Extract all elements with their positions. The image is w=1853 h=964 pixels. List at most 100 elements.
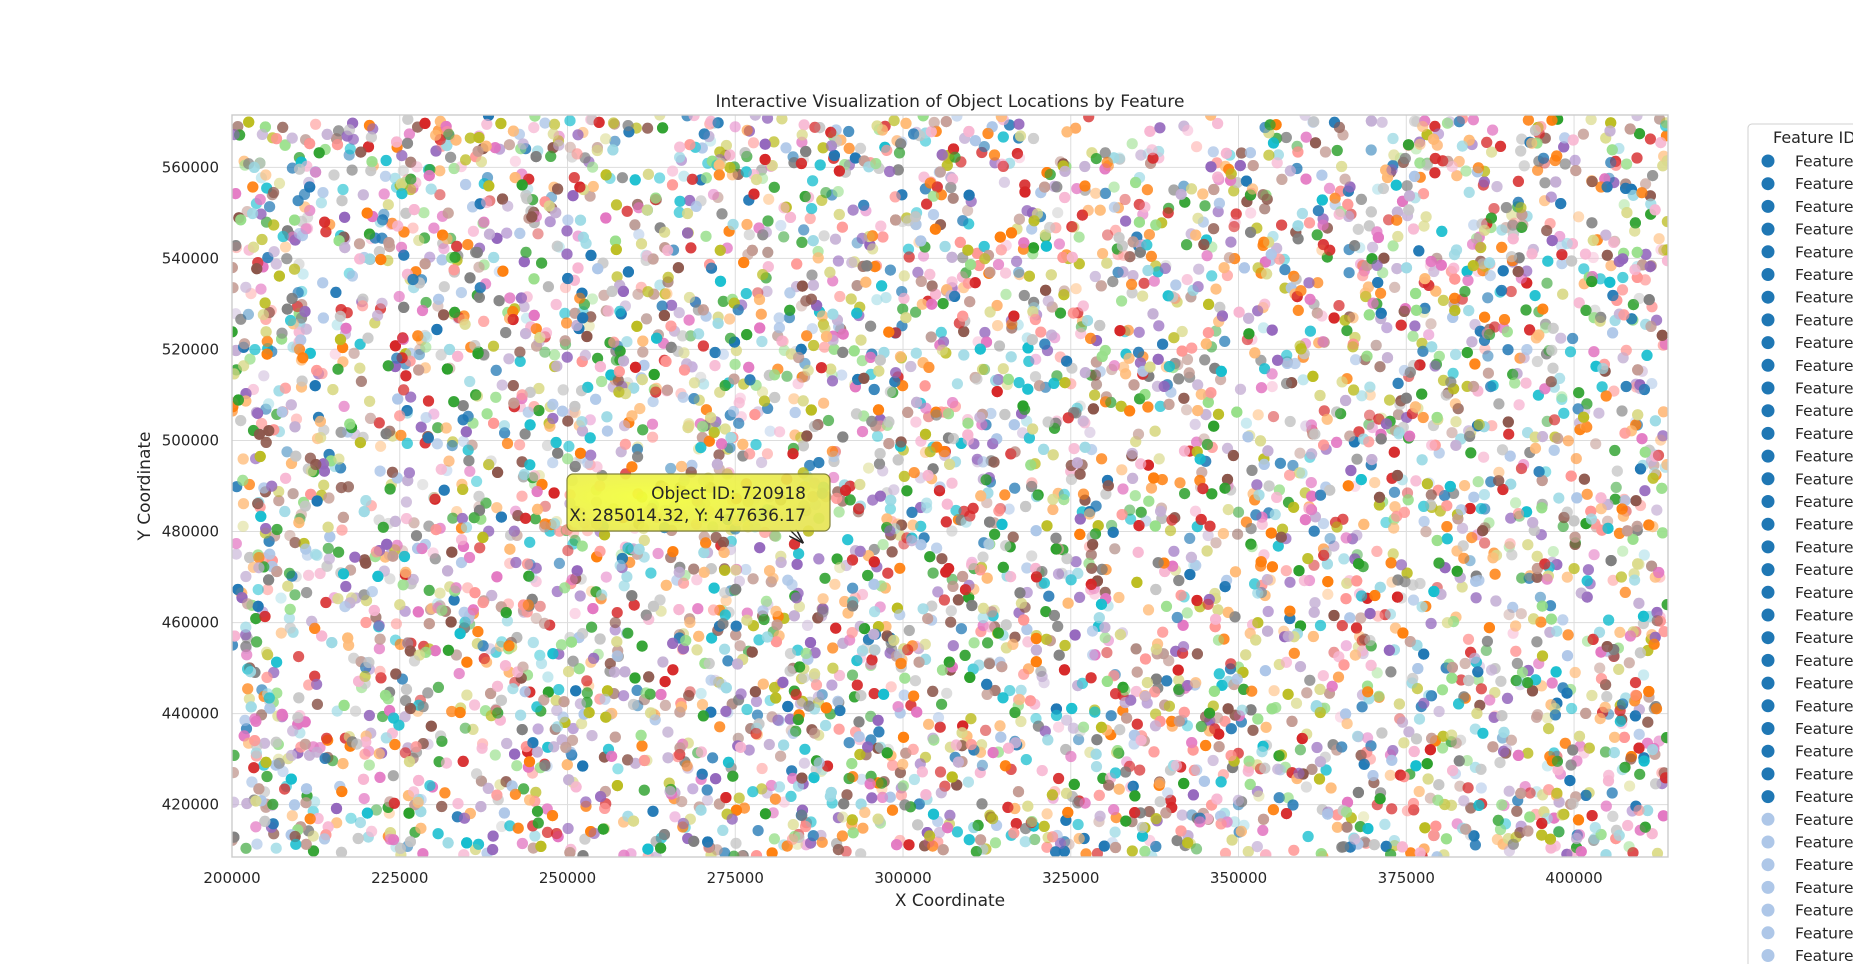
scatter-point <box>724 313 736 325</box>
scatter-point <box>1478 451 1490 463</box>
scatter-point <box>331 817 343 829</box>
scatter-point <box>1252 409 1264 421</box>
scatter-point <box>1566 702 1578 715</box>
scatter-point <box>423 584 435 597</box>
scatter-point <box>1456 581 1468 593</box>
scatter-point <box>646 418 659 430</box>
scatter-point <box>303 569 315 581</box>
scatter-point <box>992 320 1004 332</box>
scatter-point <box>471 475 483 487</box>
scatter-point <box>1417 411 1429 424</box>
scatter-point <box>632 288 644 300</box>
scatter-point <box>707 752 719 764</box>
scatter-point <box>804 212 816 225</box>
scatter-point <box>1170 279 1182 291</box>
scatter-point <box>1529 290 1541 302</box>
scatter-point <box>1294 447 1306 459</box>
scatter-point <box>1446 427 1458 439</box>
scatter-point <box>997 363 1009 375</box>
scatter-point <box>611 607 623 619</box>
scatter-point <box>447 512 459 524</box>
scatter-point <box>1304 293 1316 305</box>
scatter-point <box>1482 367 1494 379</box>
scatter-point <box>832 186 844 198</box>
scatter-point <box>1073 231 1085 243</box>
scatter-point <box>719 587 731 599</box>
scatter-point <box>496 379 508 391</box>
scatter-point <box>1634 768 1646 780</box>
scatter-point <box>1074 591 1086 604</box>
scatter-point <box>647 396 659 408</box>
scatter-point <box>733 792 745 804</box>
scatter-point <box>871 430 884 442</box>
scatter-point <box>787 772 799 785</box>
scatter-point <box>260 169 272 181</box>
scatter-point <box>1488 203 1500 215</box>
scatter-point <box>1035 665 1047 678</box>
scatter-point <box>443 455 455 467</box>
scatter-point <box>1629 574 1641 586</box>
scatter-point <box>982 637 994 649</box>
scatter-point <box>775 219 787 232</box>
scatter-point <box>581 675 593 687</box>
scatter-point <box>1503 609 1515 621</box>
scatter-point <box>446 440 458 452</box>
scatter-point <box>910 416 922 428</box>
scatter-point <box>743 229 755 241</box>
scatter-point <box>293 651 305 663</box>
scatter-point <box>1000 288 1012 300</box>
scatter-point <box>350 705 362 717</box>
scatter-point <box>1284 576 1296 588</box>
scatter-point <box>529 830 541 842</box>
scatter-point <box>1145 482 1158 494</box>
scatter-point <box>1617 271 1629 284</box>
scatter-point <box>357 300 369 312</box>
scatter-point <box>951 115 963 122</box>
scatter-point <box>390 618 402 630</box>
scatter-point <box>1569 154 1581 166</box>
scatter-point <box>338 400 350 412</box>
scatter-point <box>346 164 358 176</box>
scatter-point <box>263 398 275 410</box>
scatter-points <box>232 115 1668 857</box>
scatter-point <box>1035 326 1047 338</box>
scatter-point <box>1460 165 1472 177</box>
scatter-point <box>730 837 742 849</box>
scatter-point <box>1262 605 1274 618</box>
scatter-point <box>322 542 334 555</box>
scatter-point <box>806 269 818 281</box>
scatter-point <box>1436 684 1449 696</box>
scatter-point <box>989 837 1002 849</box>
scatter-point <box>1143 229 1155 241</box>
scatter-point <box>1101 647 1113 659</box>
scatter-point <box>1094 810 1106 822</box>
scatter-point <box>1154 400 1166 412</box>
scatter-point <box>843 125 855 138</box>
scatter-point <box>318 479 330 491</box>
scatter-point <box>1171 835 1183 847</box>
scatter-point <box>869 606 881 618</box>
scatter-point <box>1573 211 1585 223</box>
scatter-point <box>563 440 575 452</box>
scatter-point <box>719 643 731 655</box>
scatter-point <box>750 695 763 708</box>
scatter-point <box>1080 848 1092 857</box>
scatter-point <box>798 757 811 769</box>
scatter-point <box>569 607 581 620</box>
scatter-point <box>1515 608 1527 620</box>
scatter-point <box>1109 826 1121 838</box>
scatter-point <box>714 721 726 733</box>
scatter-point <box>756 456 768 469</box>
scatter-point <box>836 369 848 381</box>
scatter-point <box>1489 663 1501 675</box>
scatter-point <box>240 842 252 854</box>
scatter-point <box>1477 727 1489 739</box>
scatter-point <box>1108 201 1120 213</box>
scatter-point <box>1553 492 1565 504</box>
scatter-point <box>1097 248 1109 260</box>
scatter-point <box>438 242 450 255</box>
scatter-point <box>801 619 814 632</box>
scatter-point <box>741 124 753 136</box>
scatter-point <box>722 655 734 667</box>
scatter-point <box>1569 666 1581 679</box>
